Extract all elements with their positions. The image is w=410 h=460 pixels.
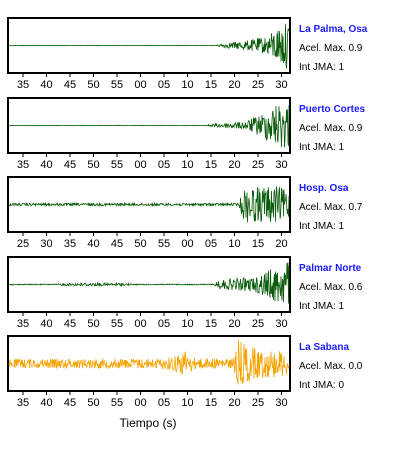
acel-max-label: Acel. Max. 0.0 bbox=[299, 361, 363, 372]
x-tick-label: 05 bbox=[158, 79, 170, 91]
x-tick-label: 25 bbox=[252, 79, 264, 91]
x-tick-label: 10 bbox=[181, 397, 193, 409]
station-name: Puerto Cortes bbox=[299, 104, 366, 115]
x-tick-label: 45 bbox=[64, 79, 76, 91]
x-tick-label: 00 bbox=[134, 79, 146, 91]
x-tick-label: 35 bbox=[17, 397, 29, 409]
x-tick-label: 40 bbox=[40, 318, 52, 330]
station-name: La Sabana bbox=[299, 342, 349, 353]
x-tick-label: 30 bbox=[275, 397, 287, 409]
x-tick-label: 40 bbox=[40, 159, 52, 171]
x-tick-label: 30 bbox=[40, 238, 52, 250]
x-tick-label: 25 bbox=[252, 318, 264, 330]
int-jma-label: Int JMA: 1 bbox=[299, 142, 344, 153]
x-tick-label: 50 bbox=[87, 159, 99, 171]
x-tick-label: 35 bbox=[17, 318, 29, 330]
panel-frame bbox=[7, 176, 291, 233]
x-tick-label: 10 bbox=[228, 238, 240, 250]
seismogram-panels: 35 40 45 50 55 00 05 10 15 20 25 30 La Palma, Osa Ace… bbox=[7, 17, 368, 409]
x-tick-label: 10 bbox=[181, 318, 193, 330]
int-jma-label: Int JMA: 0 bbox=[299, 380, 344, 391]
x-tick-label: 00 bbox=[134, 397, 146, 409]
int-jma-label: Int JMA: 1 bbox=[299, 301, 344, 312]
x-tick-label: 45 bbox=[64, 397, 76, 409]
panel-frame bbox=[7, 17, 291, 74]
x-tick-label: 40 bbox=[40, 79, 52, 91]
int-jma-label: Int JMA: 1 bbox=[299, 221, 344, 232]
x-tick-label: 50 bbox=[87, 397, 99, 409]
x-tick-label: 35 bbox=[64, 238, 76, 250]
x-tick-label: 55 bbox=[111, 159, 123, 171]
x-tick-label: 15 bbox=[205, 318, 217, 330]
x-tick-label: 50 bbox=[87, 79, 99, 91]
waveform-trace bbox=[8, 23, 290, 69]
x-tick-label: 15 bbox=[205, 79, 217, 91]
x-tick-label: 15 bbox=[205, 397, 217, 409]
x-tick-label: 25 bbox=[252, 397, 264, 409]
x-tick-label: 10 bbox=[181, 159, 193, 171]
waveform-trace bbox=[8, 339, 290, 385]
x-tick-label: 30 bbox=[275, 318, 287, 330]
acel-max-label: Acel. Max. 0.9 bbox=[299, 123, 363, 134]
x-tick-label: 15 bbox=[205, 159, 217, 171]
x-tick-label: 35 bbox=[17, 159, 29, 171]
x-tick-label: 10 bbox=[181, 79, 193, 91]
panel-frame bbox=[7, 97, 291, 154]
x-tick-label: 45 bbox=[64, 159, 76, 171]
x-tick-label: 25 bbox=[17, 238, 29, 250]
x-tick-label: 55 bbox=[111, 318, 123, 330]
x-tick-label: 20 bbox=[275, 238, 287, 250]
acel-max-label: Acel. Max. 0.6 bbox=[299, 282, 363, 293]
int-jma-label: Int JMA: 1 bbox=[299, 62, 344, 73]
x-tick-label: 20 bbox=[228, 318, 240, 330]
station-name: Hosp. Osa bbox=[299, 183, 349, 194]
x-tick-label: 45 bbox=[111, 238, 123, 250]
x-tick-label: 55 bbox=[111, 79, 123, 91]
acel-max-label: Acel. Max. 0.9 bbox=[299, 43, 363, 54]
station-name: Palmar Norte bbox=[299, 263, 362, 274]
waveform-trace bbox=[8, 105, 290, 148]
x-tick-label: 20 bbox=[228, 159, 240, 171]
x-tick-label: 45 bbox=[64, 318, 76, 330]
station-panel: 35 40 45 50 55 00 05 10 15 20 25 30 La Palma, Osa Ace… bbox=[7, 17, 368, 91]
panel-frame bbox=[7, 256, 291, 313]
x-tick-label: 30 bbox=[275, 159, 287, 171]
x-tick-label: 40 bbox=[40, 397, 52, 409]
x-tick-label: 30 bbox=[275, 79, 287, 91]
station-panel: 25 30 35 40 45 50 55 00 05 10 15 20 Hosp. Osa Acel. M… bbox=[7, 176, 363, 250]
station-panel: 35 40 45 50 55 00 05 10 15 20 25 30 Palmar Norte Acel… bbox=[7, 256, 363, 330]
x-tick-label: 35 bbox=[17, 79, 29, 91]
x-tick-label: 00 bbox=[134, 159, 146, 171]
x-axis-label: Tiempo (s) bbox=[120, 416, 177, 430]
x-tick-label: 25 bbox=[252, 159, 264, 171]
station-name: La Palma, Osa bbox=[299, 24, 368, 35]
x-tick-label: 05 bbox=[205, 238, 217, 250]
x-tick-label: 05 bbox=[158, 159, 170, 171]
x-tick-label: 05 bbox=[158, 397, 170, 409]
x-tick-label: 05 bbox=[158, 318, 170, 330]
x-tick-label: 20 bbox=[228, 397, 240, 409]
acel-max-label: Acel. Max. 0.7 bbox=[299, 202, 363, 213]
station-panel: 35 40 45 50 55 00 05 10 15 20 25 30 Puerto Cortes Ace… bbox=[7, 97, 366, 171]
waveform-trace bbox=[8, 186, 290, 223]
x-tick-label: 00 bbox=[181, 238, 193, 250]
x-tick-label: 50 bbox=[87, 318, 99, 330]
x-tick-label: 55 bbox=[158, 238, 170, 250]
station-panel: 35 40 45 50 55 00 05 10 15 20 25 30 La Sabana Acel. M… bbox=[7, 335, 363, 409]
panel-frame bbox=[7, 335, 291, 392]
x-tick-label: 00 bbox=[134, 318, 146, 330]
x-tick-label: 20 bbox=[228, 79, 240, 91]
x-tick-label: 50 bbox=[134, 238, 146, 250]
x-tick-label: 40 bbox=[87, 238, 99, 250]
waveform-trace bbox=[8, 262, 290, 304]
x-tick-label: 15 bbox=[252, 238, 264, 250]
x-tick-label: 55 bbox=[111, 397, 123, 409]
